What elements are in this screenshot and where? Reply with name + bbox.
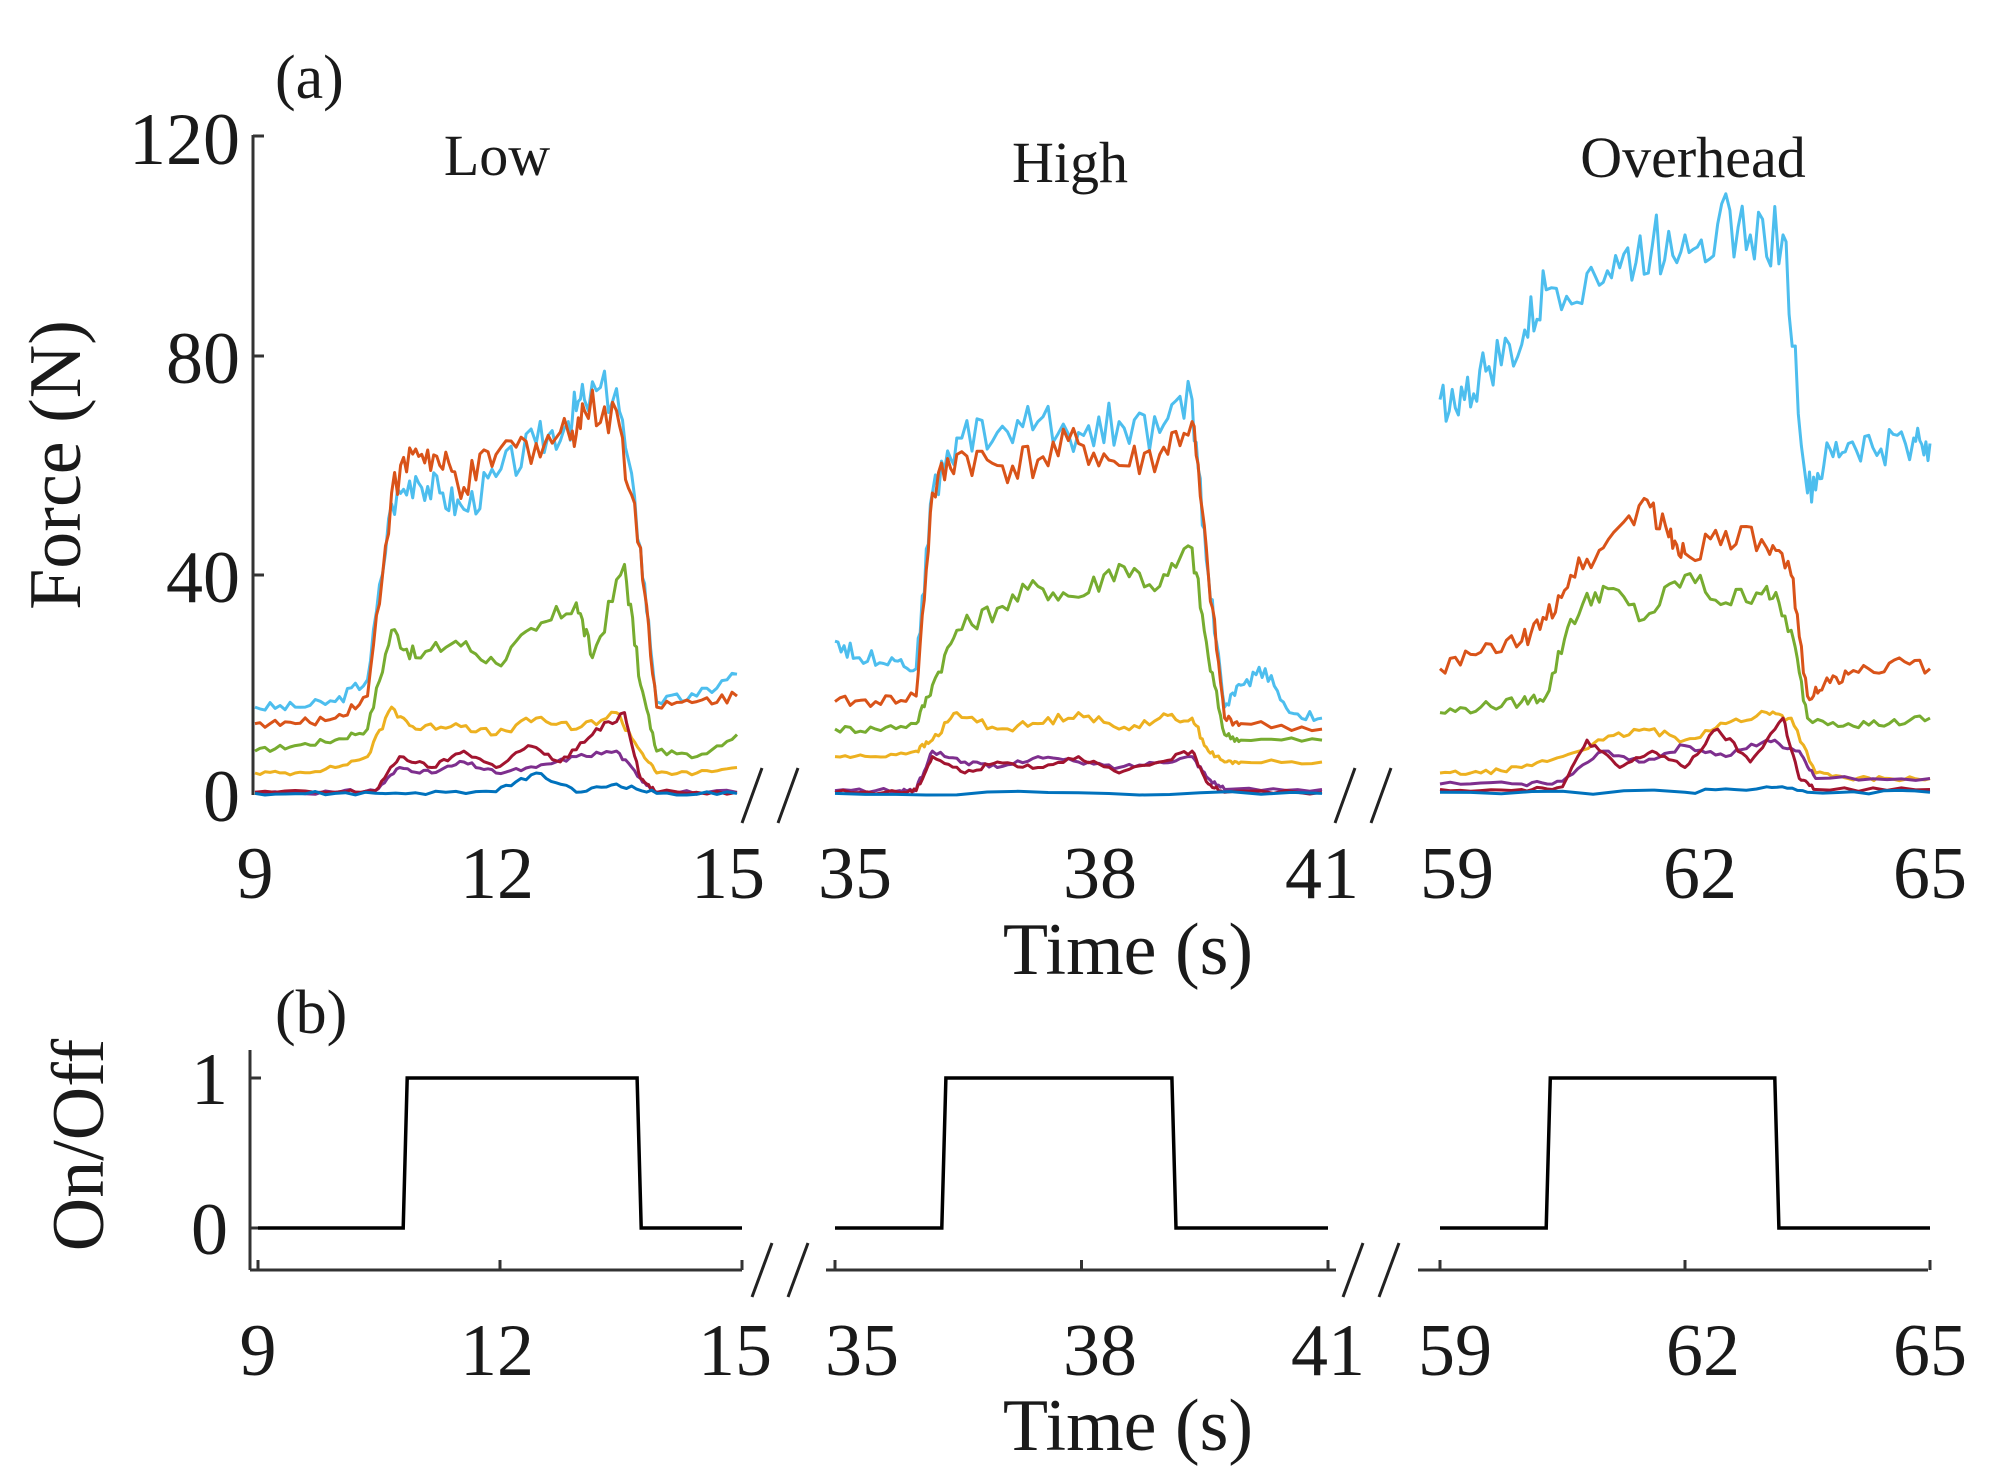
panel-b-label: (b) bbox=[275, 979, 347, 1047]
panel-b-axis-break-1a bbox=[750, 1242, 774, 1298]
series-line-high-cyan bbox=[834, 379, 1323, 722]
panel-a-title-low: Low bbox=[444, 123, 550, 188]
panel-b-xtick-38: 38 bbox=[1063, 1310, 1137, 1392]
panel-b-series bbox=[256, 1076, 1932, 1270]
panel-b: 1 0 9 12 15 35 38 41 59 62 65 bbox=[191, 1039, 1967, 1392]
series-line-high-purple bbox=[834, 749, 1323, 794]
series-line-overhead-orange bbox=[1439, 496, 1931, 702]
panel-a-ytick-120: 120 bbox=[129, 99, 240, 181]
panel-b-xtick-15: 15 bbox=[698, 1310, 772, 1392]
panel-b-axis-break-1b bbox=[786, 1242, 810, 1298]
panel-a-title-overhead: Overhead bbox=[1580, 125, 1805, 190]
onoff-line-segment-1 bbox=[258, 1076, 742, 1230]
panel-a-ytick-40: 40 bbox=[166, 537, 240, 619]
panel-b-xtick-65: 65 bbox=[1893, 1310, 1967, 1392]
series-line-low-cyan bbox=[254, 369, 738, 712]
xlabel-time-b: Time (s) bbox=[1003, 1385, 1253, 1467]
panel-a-label: (a) bbox=[275, 44, 344, 112]
panel-b-ytick-1: 1 bbox=[191, 1039, 228, 1121]
panel-b-ytick-0: 0 bbox=[191, 1189, 228, 1271]
series-line-high-orange bbox=[834, 420, 1323, 733]
panel-b-axis-break-2a bbox=[1341, 1242, 1365, 1298]
panel-a-xtick-35: 35 bbox=[818, 833, 892, 915]
series-line-overhead-crimson bbox=[1439, 716, 1931, 793]
panel-a-title-high: High bbox=[1012, 130, 1128, 195]
panel-a-axis-break-1b bbox=[776, 767, 800, 824]
series-line-high-green bbox=[834, 544, 1323, 744]
panel-a-xtick-15: 15 bbox=[691, 833, 765, 915]
panel-a-xtick-41: 41 bbox=[1285, 833, 1359, 915]
panel-a-ytick-80: 80 bbox=[166, 318, 240, 400]
panel-a-axis-break-2a bbox=[1333, 767, 1357, 824]
series-line-high-blue bbox=[834, 789, 1323, 797]
panel-a-series bbox=[254, 192, 1932, 797]
series-line-low-blue bbox=[254, 771, 738, 797]
series-line-overhead-blue bbox=[1439, 785, 1931, 796]
panel-a: 0 40 80 120 Low High Overhead 9 12 15 35… bbox=[129, 99, 1967, 915]
panel-b-axis-break-2b bbox=[1377, 1242, 1401, 1298]
panel-a-xtick-12: 12 bbox=[460, 833, 534, 915]
panel-b-xtick-59: 59 bbox=[1418, 1310, 1492, 1392]
series-line-overhead-cyan bbox=[1438, 192, 1932, 504]
panel-a-xtick-38: 38 bbox=[1063, 833, 1137, 915]
panel-b-xtick-9: 9 bbox=[240, 1310, 277, 1392]
series-line-low-yellow bbox=[254, 705, 738, 777]
panel-a-xtick-59: 59 bbox=[1420, 833, 1494, 915]
xlabel-time-a: Time (s) bbox=[1003, 909, 1253, 991]
panel-a-xtick-65: 65 bbox=[1893, 833, 1967, 915]
onoff-line-segment-3 bbox=[1440, 1076, 1930, 1230]
panel-a-xtick-62: 62 bbox=[1663, 833, 1737, 915]
series-line-low-green bbox=[254, 562, 739, 760]
panel-a-ytick-0: 0 bbox=[203, 756, 240, 838]
series-line-high-yellow bbox=[834, 711, 1323, 766]
series-line-overhead-green bbox=[1439, 572, 1931, 730]
panel-a-axis-break-2b bbox=[1369, 767, 1393, 824]
panel-b-xtick-12: 12 bbox=[460, 1310, 534, 1392]
ylabel-force: Force (N) bbox=[15, 320, 97, 610]
panel-b-xtick-62: 62 bbox=[1666, 1310, 1740, 1392]
panel-a-axis-break-1a bbox=[740, 767, 764, 824]
series-line-high-crimson bbox=[834, 749, 1323, 796]
ylabel-onoff: On/Off bbox=[38, 1038, 120, 1251]
panel-b-xtick-35: 35 bbox=[825, 1310, 899, 1392]
series-line-low-orange bbox=[254, 388, 738, 729]
onoff-line-segment-2 bbox=[835, 1076, 1328, 1230]
series-line-overhead-purple bbox=[1439, 738, 1931, 788]
series-line-low-crimson bbox=[254, 711, 738, 796]
panel-a-xtick-9: 9 bbox=[237, 833, 274, 915]
panel-b-xtick-41: 41 bbox=[1291, 1310, 1365, 1392]
